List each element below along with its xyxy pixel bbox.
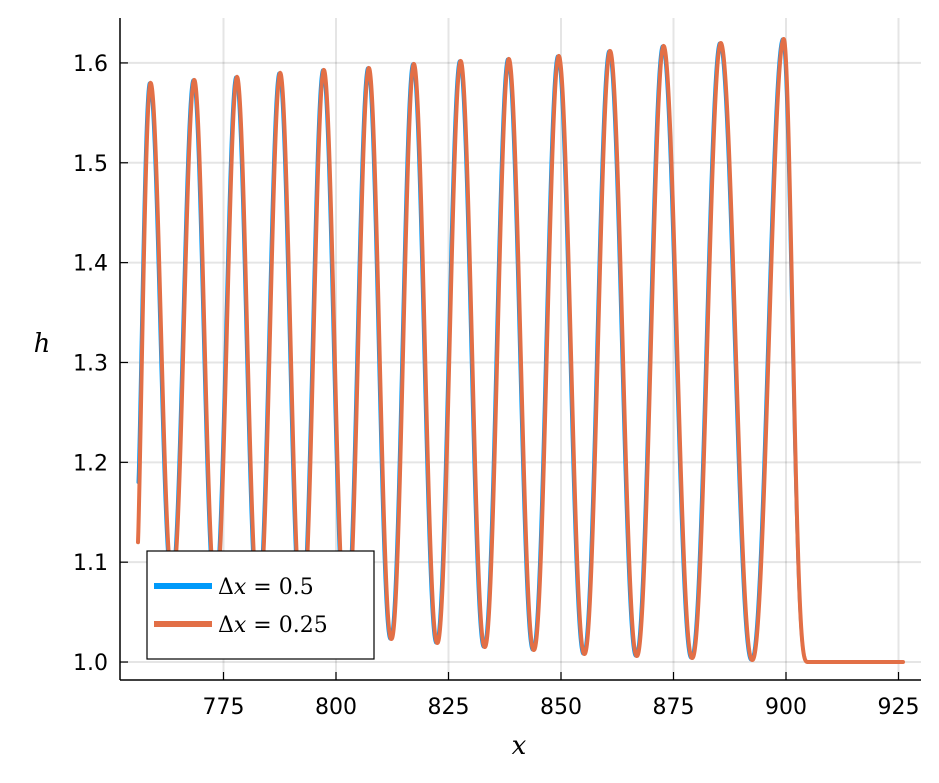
x-tick-label: 900 [765, 695, 807, 720]
y-tick-label: 1.5 [73, 152, 108, 177]
y-tick-label: 1.0 [73, 651, 108, 676]
x-tick-labels: 775 800 825 850 875 900 925 [203, 672, 920, 720]
y-tick-label: 1.3 [73, 351, 108, 376]
series-layer [136, 37, 905, 665]
y-axis-label: h [34, 329, 51, 359]
x-axis-label: x [512, 731, 527, 761]
legend-entry-dx-0.25: Δx = 0.25 [218, 613, 328, 638]
y-tick-labels: 1.0 1.1 1.2 1.3 1.4 1.5 1.6 [73, 52, 128, 676]
x-tick-label: 875 [653, 695, 695, 720]
y-tick-label: 1.1 [73, 551, 108, 576]
y-tick-label: 1.6 [73, 52, 108, 77]
x-tick-label: 800 [315, 695, 357, 720]
series-line-dx-0.25 [136, 37, 905, 665]
legend-box [146, 550, 375, 660]
y-tick-label: 1.2 [73, 451, 108, 476]
legend-entry-dx-0.5: Δx = 0.5 [218, 575, 314, 600]
x-tick-label: 775 [203, 695, 245, 720]
axes [119, 18, 921, 681]
legend: Δx = 0.5 Δx = 0.25 [146, 550, 375, 660]
x-tick-label: 850 [540, 695, 582, 720]
y-tick-label: 1.4 [73, 252, 108, 277]
x-tick-label: 825 [428, 695, 470, 720]
x-tick-label: 925 [878, 695, 920, 720]
